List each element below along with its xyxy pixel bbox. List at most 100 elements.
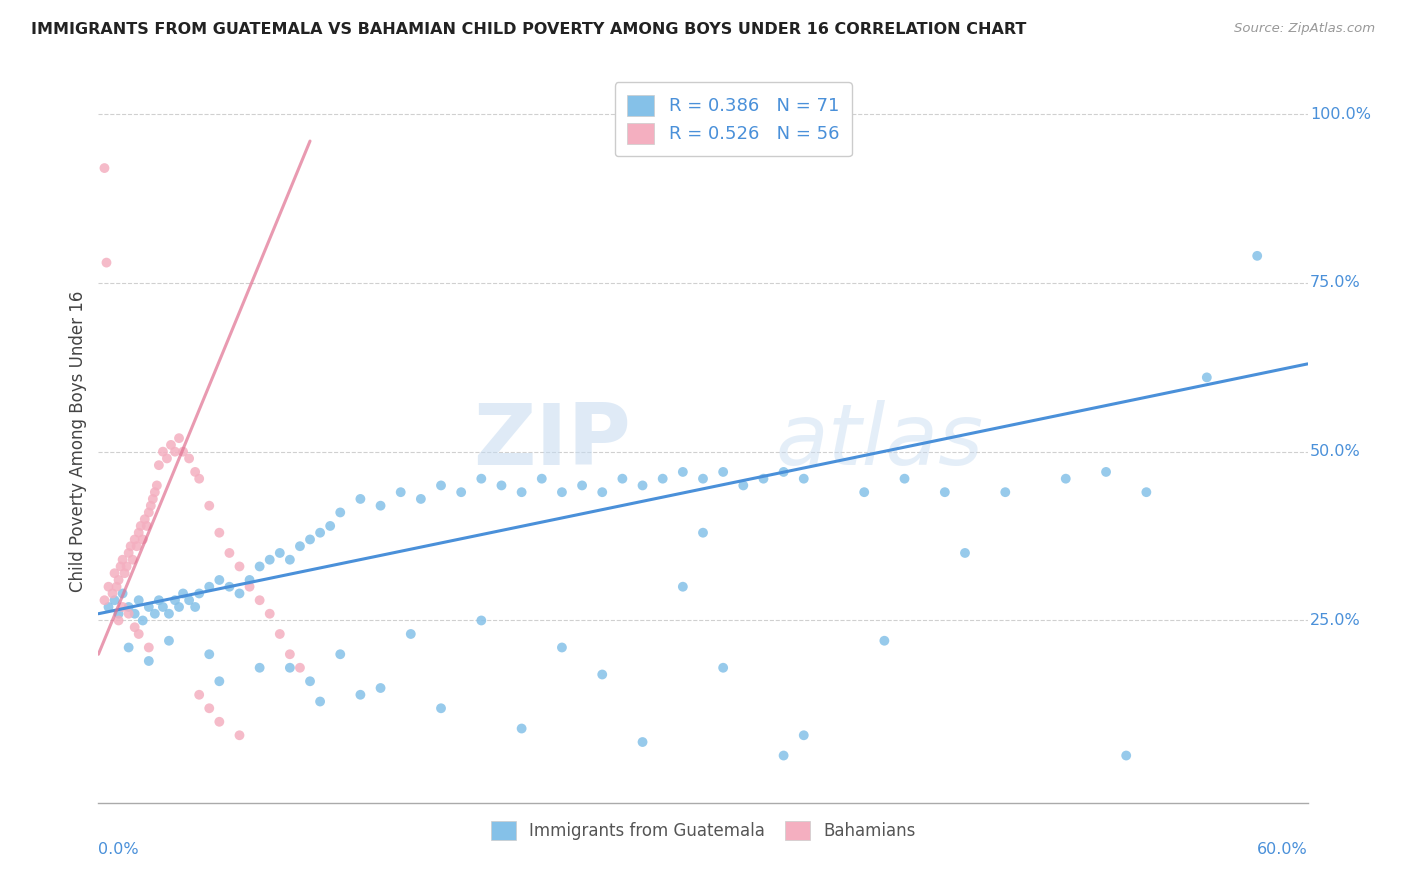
Point: [157, 607, 180, 621]
Point: [198, 499, 221, 513]
Point: [218, 580, 240, 594]
Point: [450, 485, 472, 500]
Point: [152, 599, 174, 614]
Point: [551, 640, 574, 655]
Point: [994, 485, 1017, 500]
Point: [228, 586, 250, 600]
Point: [121, 552, 143, 566]
Point: [288, 661, 311, 675]
Point: [470, 472, 492, 486]
Point: [142, 491, 165, 506]
Text: atlas: atlas: [776, 400, 984, 483]
Text: ZIP: ZIP: [472, 400, 630, 483]
Point: [692, 472, 714, 486]
Point: [309, 694, 332, 708]
Point: [128, 525, 150, 540]
Point: [711, 661, 734, 675]
Point: [156, 451, 179, 466]
Point: [319, 519, 342, 533]
Point: [793, 472, 815, 486]
Point: [612, 472, 634, 486]
Text: 75.0%: 75.0%: [1310, 276, 1361, 291]
Point: [198, 647, 221, 661]
Point: [148, 593, 170, 607]
Point: [188, 688, 211, 702]
Text: 0.0%: 0.0%: [98, 842, 139, 856]
Point: [239, 573, 262, 587]
Point: [591, 485, 613, 500]
Point: [118, 607, 141, 621]
Point: [124, 607, 146, 621]
Point: [163, 444, 186, 458]
Point: [672, 465, 695, 479]
Point: [399, 627, 422, 641]
Point: [157, 633, 180, 648]
Point: [733, 478, 755, 492]
Point: [299, 533, 322, 547]
Point: [111, 586, 134, 600]
Point: [96, 255, 118, 269]
Y-axis label: Child Poverty Among Boys Under 16: Child Poverty Among Boys Under 16: [69, 291, 87, 592]
Point: [228, 559, 250, 574]
Point: [218, 546, 240, 560]
Point: [143, 485, 166, 500]
Point: [430, 701, 453, 715]
Point: [329, 647, 352, 661]
Point: [651, 472, 673, 486]
Point: [184, 599, 207, 614]
Point: [1195, 370, 1218, 384]
Point: [299, 674, 322, 689]
Point: [772, 748, 794, 763]
Point: [278, 661, 301, 675]
Point: [114, 566, 136, 581]
Point: [349, 688, 371, 702]
Text: 100.0%: 100.0%: [1310, 106, 1371, 121]
Point: [259, 607, 281, 621]
Point: [97, 580, 120, 594]
Point: [128, 627, 150, 641]
Point: [1054, 472, 1077, 486]
Point: [208, 674, 231, 689]
Point: [198, 701, 221, 715]
Point: [103, 566, 125, 581]
Point: [349, 491, 371, 506]
Text: 50.0%: 50.0%: [1310, 444, 1361, 459]
Point: [269, 627, 291, 641]
Point: [530, 472, 553, 486]
Point: [128, 593, 150, 607]
Point: [329, 505, 352, 519]
Point: [105, 580, 128, 594]
Point: [1246, 249, 1268, 263]
Point: [179, 451, 201, 466]
Point: [752, 472, 775, 486]
Point: [188, 472, 211, 486]
Point: [278, 552, 301, 566]
Point: [591, 667, 613, 681]
Point: [101, 586, 124, 600]
Point: [160, 438, 183, 452]
Point: [711, 465, 734, 479]
Point: [118, 546, 141, 560]
Point: [111, 552, 134, 566]
Point: [184, 465, 207, 479]
Point: [510, 722, 533, 736]
Point: [125, 539, 148, 553]
Text: 25.0%: 25.0%: [1310, 613, 1361, 628]
Point: [172, 444, 194, 458]
Point: [118, 640, 141, 655]
Point: [510, 485, 533, 500]
Point: [208, 714, 231, 729]
Text: IMMIGRANTS FROM GUATEMALA VS BAHAMIAN CHILD POVERTY AMONG BOYS UNDER 16 CORRELAT: IMMIGRANTS FROM GUATEMALA VS BAHAMIAN CH…: [31, 22, 1026, 37]
Point: [853, 485, 876, 500]
Point: [893, 472, 915, 486]
Point: [208, 573, 231, 587]
Point: [97, 599, 120, 614]
Point: [208, 525, 231, 540]
Point: [470, 614, 492, 628]
Point: [188, 586, 211, 600]
Point: [138, 599, 160, 614]
Point: [249, 661, 271, 675]
Point: [107, 573, 129, 587]
Point: [631, 478, 654, 492]
Legend: Immigrants from Guatemala, Bahamians: Immigrants from Guatemala, Bahamians: [482, 813, 924, 848]
